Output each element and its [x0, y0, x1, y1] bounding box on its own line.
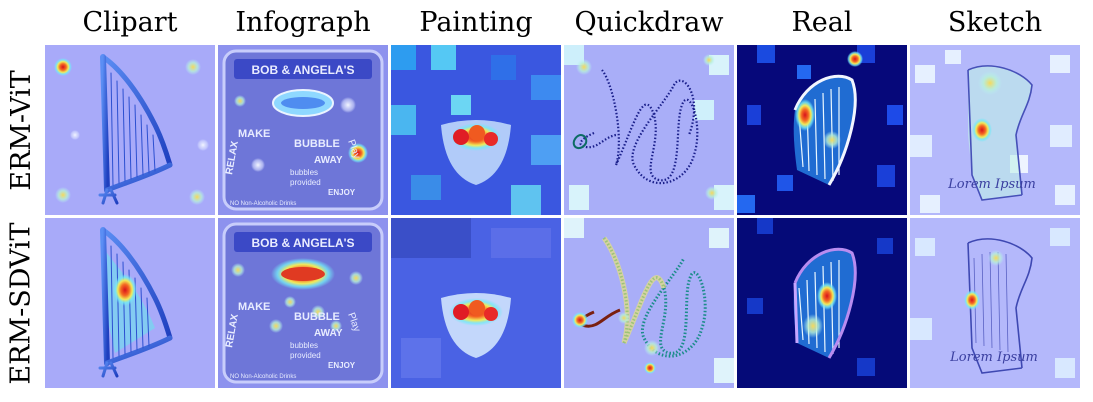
heatmap-real-erm-vit: [737, 45, 907, 215]
sketch-caption-text: Lorem Ipsum: [949, 350, 1038, 365]
harp-icon: [98, 227, 173, 378]
infograph-away-text: AWAY: [314, 155, 343, 166]
sketch-caption-text: Lorem Ipsum: [947, 177, 1036, 192]
column-header-quickdraw: Quickdraw: [574, 6, 724, 38]
infograph-enjoy-text: ENJOY: [328, 361, 356, 370]
column-header-painting: Painting: [419, 6, 533, 38]
infograph-banner-text: BOB & ANGELA'S: [251, 63, 354, 77]
infograph-provided-text: provided: [290, 351, 321, 360]
infograph-bubble-text: BUBBLE: [294, 311, 340, 323]
infograph-away-text: AWAY: [314, 328, 343, 339]
infograph-bubble-text: BUBBLE: [294, 138, 340, 150]
infograph-bubbles-text: bubbles: [290, 341, 318, 350]
infograph-make-text: MAKE: [238, 301, 270, 313]
column-header-infograph: Infograph: [235, 6, 371, 38]
heatmap-clipart-erm-sdvit: [45, 218, 215, 388]
column-header-clipart: Clipart: [82, 6, 178, 38]
heatmap-infograph-erm-vit: BOB & ANGELA'S MAKE BUBBLE AWAY bubbles …: [218, 45, 388, 215]
row-label-erm-sdvit: ERM-SDViT: [0, 218, 42, 388]
heatmap-painting-erm-sdvit: [391, 218, 561, 388]
infograph-bubbles-text: bubbles: [290, 168, 318, 177]
harp-icon: [98, 54, 173, 205]
infograph-enjoy-text: ENJOY: [328, 188, 356, 197]
row-label-erm-vit: ERM-ViT: [0, 45, 42, 215]
infograph-provided-text: provided: [290, 178, 321, 187]
heatmap-sketch-erm-vit: Lorem Ipsum: [910, 45, 1080, 215]
row-label-erm-vit-text: ERM-ViT: [5, 69, 37, 191]
heatmap-infograph-erm-sdvit: BOB & ANGELA'S MAKE BUBBLE AWAY bubbles …: [218, 218, 388, 388]
infograph-nonalcoholic-text: NO Non-Alcoholic Drinks: [230, 201, 296, 207]
row-label-erm-sdvit-text: ERM-SDViT: [5, 221, 37, 385]
heatmap-clipart-erm-vit: [45, 45, 215, 215]
heatmap-quickdraw-erm-sdvit: [564, 218, 734, 388]
infograph-nonalcoholic-text: NO Non-Alcoholic Drinks: [230, 374, 296, 380]
column-header-real: Real: [791, 6, 853, 38]
infograph-banner-text: BOB & ANGELA'S: [251, 236, 354, 250]
heatmap-sketch-erm-sdvit: Lorem Ipsum: [910, 218, 1080, 388]
heatmap-real-erm-sdvit: [737, 218, 907, 388]
infograph-make-text: MAKE: [238, 128, 270, 140]
column-header-sketch: Sketch: [947, 6, 1043, 38]
heatmap-painting-erm-vit: [391, 45, 561, 215]
heatmap-quickdraw-erm-vit: [564, 45, 734, 215]
